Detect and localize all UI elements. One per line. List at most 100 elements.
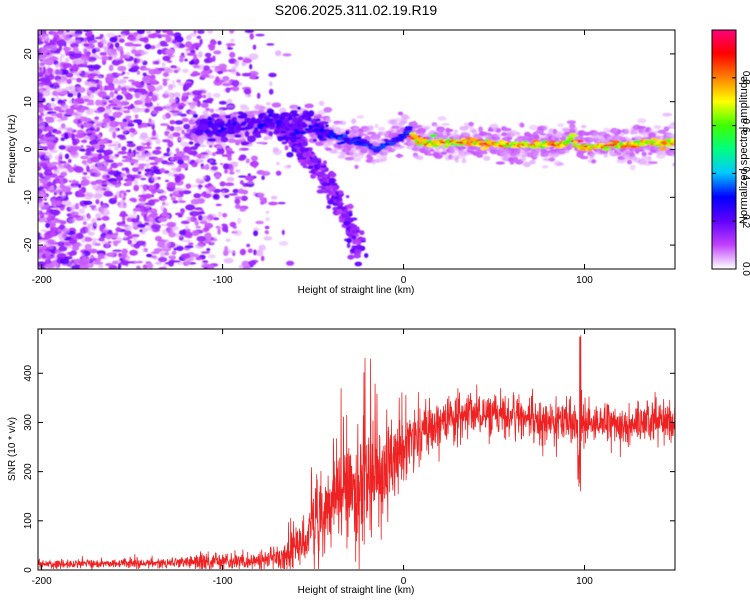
spectrogram-blob [222,163,230,170]
spectrogram-blob [182,92,188,97]
colorbar-cell [712,261,736,264]
spectrogram-blob [102,118,111,124]
spectrogram-blob [94,243,101,246]
spectrogram-blob [134,57,138,64]
spectrogram-blob [137,223,146,228]
spectrogram-blob [178,200,187,204]
spectrogram-blob [116,134,126,139]
spectrogram-blob [305,150,309,157]
colorbar-cell [712,119,736,123]
spectrogram-blob [198,211,206,215]
spectrogram-blob [241,260,251,267]
colorbar-cell [712,243,736,246]
spectrogram-blob [483,155,491,161]
spectrogram-blob [46,181,52,187]
spectrogram-blob [223,79,233,85]
spectrogram-blob [58,246,68,252]
spectrogram-blob [356,136,362,140]
spectrogram-blob [398,145,406,149]
spectrogram-blob [38,87,43,94]
spectrogram-blob [297,106,301,110]
colorbar-cell [712,263,736,266]
spectrogram-blob [93,261,104,265]
spectrogram-blob [244,130,250,138]
spectrogram-blob [509,130,518,136]
snr-y-tick-label: 200 [23,463,34,480]
spectrogram-blob [190,73,197,77]
spectrogram-blob [131,81,142,86]
spectrogram-blob [277,136,284,142]
colorbar-cell [712,181,736,184]
spectrogram-blob [60,172,68,177]
spectrogram-blob [154,60,160,65]
spectrogram-blob [263,197,267,204]
spectrogram-blob [127,151,134,158]
spectrogram-blob [195,243,205,249]
spectrogram-blob [461,157,467,164]
spectrogram-blob [291,147,295,153]
spectrogram-blob [69,77,77,81]
spectrogram-blob [108,64,114,72]
spectrogram-blob [96,161,104,169]
spectrogram-blob [230,38,235,43]
colorbar-cell [712,63,736,67]
spectrogram-blob [203,226,210,232]
spectrogram-blob [532,152,540,158]
spectrogram-blob [641,155,648,161]
spectrogram-blob [290,137,297,143]
snr-y-tick-label: 100 [23,512,34,529]
spectrogram-blob [277,201,286,205]
spectrogram-blob [129,197,137,202]
spectrogram-blob [44,154,51,159]
colorbar-cell [712,167,736,171]
spectrogram-blob [151,94,158,102]
colorbar-cell [712,107,736,111]
spectrogram-blob [62,186,71,193]
spectrogram-blob [194,142,201,148]
colorbar-cell [712,193,736,196]
spectrogram-blob [61,74,66,79]
spectrogram-blob [42,181,46,187]
snr-y-tick-label: 400 [23,364,34,381]
spectrogram-blob [182,68,189,73]
spectrogram-blob [671,153,675,157]
spectrogram-blob [672,162,675,167]
spectrogram-blob [70,43,79,48]
spectrogram-blob [581,124,587,129]
spectrogram-blob [199,220,208,225]
colorbar-cell [712,187,736,190]
spectrogram-blob [167,133,175,139]
spectrogram-blob [350,217,358,221]
spectrogram-blob [42,148,48,151]
spectrogram-blob [233,59,240,67]
spectrogram-blob [257,125,264,130]
spectrogram-blob [38,249,41,253]
spectrogram-blob [40,47,47,54]
spectrogram-blob [216,122,223,127]
spectrogram-blob [54,130,62,135]
spectrogram-blob [208,186,215,192]
spectrogram-blob [135,240,146,246]
spectrogram-blob [190,198,200,205]
spectrogram-blob [202,260,209,263]
spectrogram-blob [169,110,180,113]
spectrogram-blob [290,133,297,137]
spectrogram-blob [38,219,45,222]
spectrogram-blob [136,70,141,75]
spectrogram-blob [173,111,178,117]
spectrogram-blob [148,213,158,218]
spectrogram-blob [222,213,228,218]
spectrogram-blob [100,204,109,211]
spectrogram-blob [548,157,556,162]
spectrogram-blob [47,243,52,250]
spectrogram-blob [111,260,119,265]
spectrogram-blob [125,189,131,193]
spectrogram-blob [84,194,93,200]
spectrogram-blob [82,218,91,221]
spectrogram-blob [194,220,199,226]
snr-y-tick-label: 300 [23,414,34,431]
spectrogram-blob [143,84,148,89]
colorbar-cell [712,71,736,75]
spectrogram-blob [202,94,207,99]
spectrogram-blob [157,49,163,55]
